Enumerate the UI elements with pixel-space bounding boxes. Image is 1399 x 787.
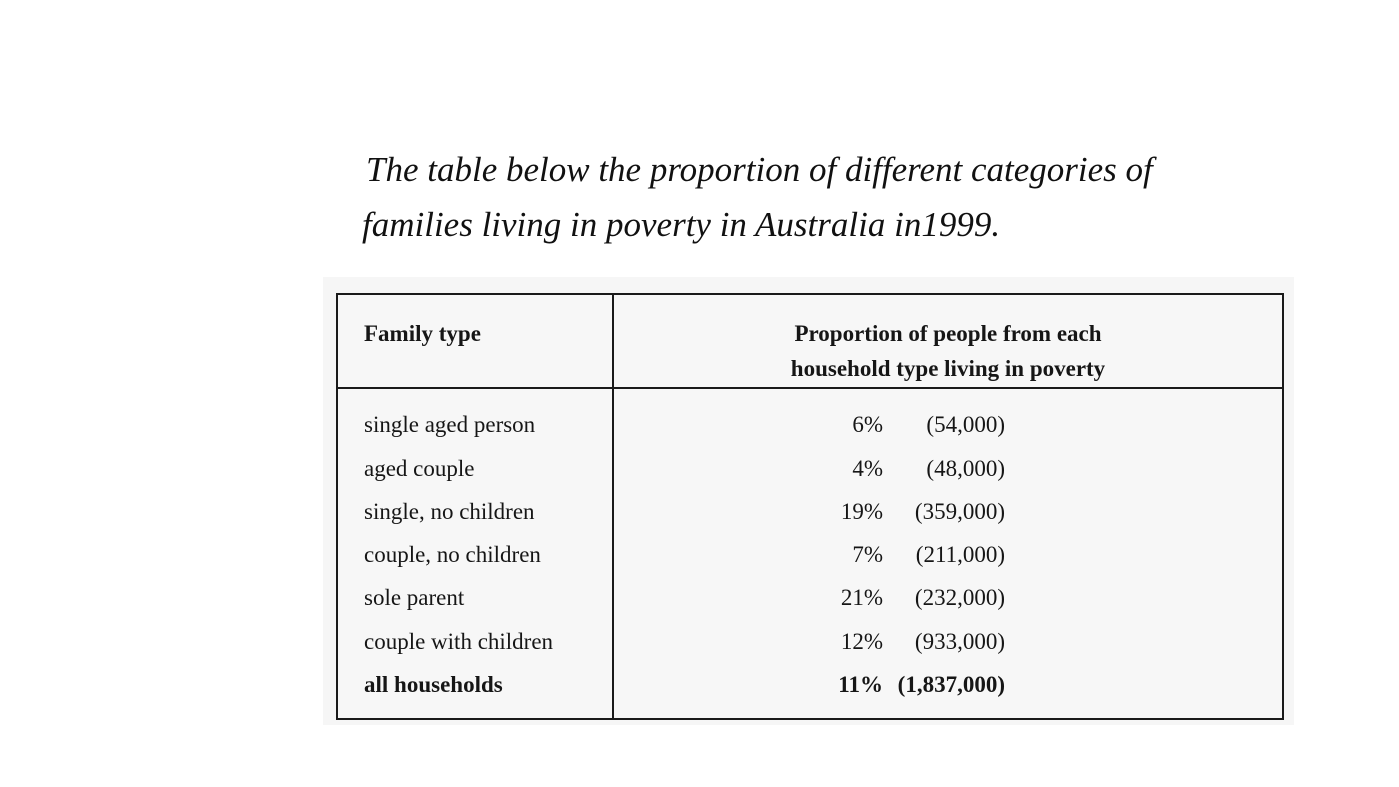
row-percentage: 4%: [852, 456, 883, 481]
table-row: aged couple 4% (48,000): [338, 448, 1282, 491]
poverty-table: Family type Proportion of people from ea…: [336, 293, 1284, 720]
row-family-type: sole parent: [364, 585, 465, 610]
row-family-type: single, no children: [364, 499, 535, 524]
row-family-type: aged couple: [364, 456, 475, 481]
header-proportion-line-2: household type living in poverty: [790, 356, 1106, 381]
total-family-type: all households: [364, 672, 503, 697]
header-proportion: Proportion of people from each household…: [614, 316, 1282, 386]
intro-line-2: families living in poverty in Australia …: [362, 205, 1001, 244]
row-count: (359,000): [914, 499, 1005, 524]
intro-line-1: The table below the proportion of differ…: [366, 150, 1153, 189]
header-family-type: Family type: [364, 321, 481, 346]
table-row: single aged person 6% (54,000): [338, 404, 1282, 447]
row-count: (54,000): [926, 412, 1005, 437]
table-row: couple with children 12% (933,000): [338, 621, 1282, 664]
row-percentage: 6%: [852, 412, 883, 437]
row-percentage: 19%: [840, 499, 883, 524]
row-count: (211,000): [915, 542, 1005, 567]
row-family-type: single aged person: [364, 412, 536, 437]
row-family-type: couple with children: [364, 629, 554, 654]
row-percentage: 7%: [852, 542, 883, 567]
row-percentage: 21%: [840, 585, 883, 610]
intro-text: The table below the proportion of differ…: [362, 142, 1266, 252]
table-row: sole parent 21% (232,000): [338, 577, 1282, 620]
row-percentage: 12%: [840, 629, 883, 654]
header-proportion-line-1: Proportion of people from each: [794, 321, 1102, 346]
row-family-type: couple, no children: [364, 542, 541, 567]
row-count: (48,000): [926, 456, 1005, 481]
column-divider: [612, 295, 614, 718]
total-count: (1,837,000): [897, 672, 1005, 697]
total-percentage: 11%: [838, 672, 883, 697]
header-divider: [338, 387, 1282, 389]
table-row: couple, no children 7% (211,000): [338, 534, 1282, 577]
table-row: single, no children 19% (359,000): [338, 491, 1282, 534]
row-count: (232,000): [914, 585, 1005, 610]
table-row-total: all households 11% (1,837,000): [338, 664, 1282, 707]
row-count: (933,000): [914, 629, 1005, 654]
